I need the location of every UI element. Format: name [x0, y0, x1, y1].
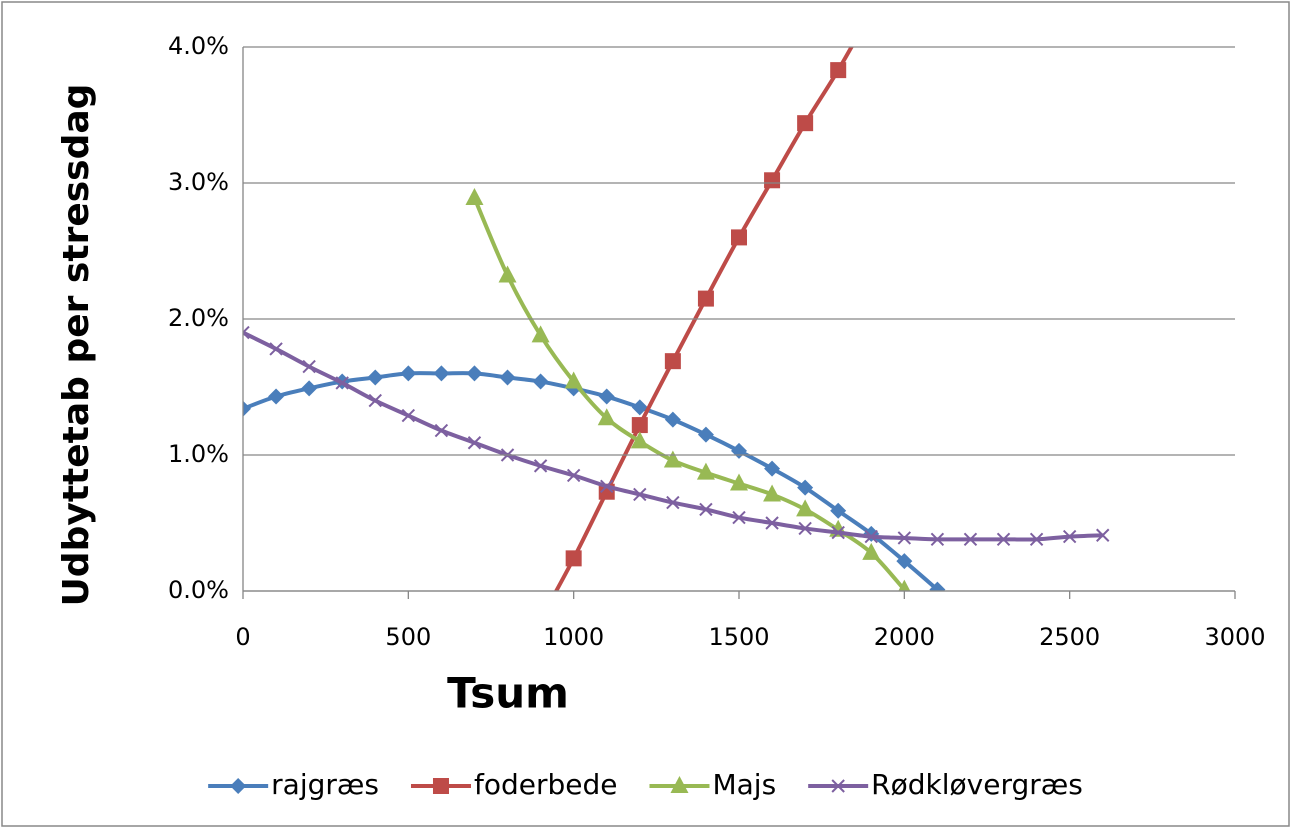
marker [1029, 532, 1044, 547]
marker [732, 510, 746, 525]
marker [666, 495, 680, 510]
x-axis-title: Tsum [447, 669, 569, 718]
marker [896, 553, 913, 570]
marker [630, 431, 649, 449]
marker [564, 371, 583, 389]
marker [631, 399, 648, 416]
marker [243, 400, 251, 417]
marker [400, 365, 417, 382]
marker [664, 411, 681, 428]
marker [633, 487, 647, 502]
marker [831, 525, 845, 540]
marker [897, 531, 912, 545]
y-tick-label: 2.0% [168, 304, 229, 332]
marker [898, 579, 911, 591]
y-tick-label: 4.0% [168, 32, 229, 60]
marker [831, 779, 845, 793]
marker [465, 187, 484, 205]
marker [565, 550, 582, 567]
marker [499, 369, 516, 386]
marker [598, 388, 615, 405]
marker [600, 479, 614, 493]
marker [243, 325, 250, 340]
marker [566, 468, 581, 483]
marker [963, 532, 978, 547]
marker [798, 521, 812, 536]
marker [830, 502, 847, 519]
marker [368, 393, 382, 408]
marker [731, 229, 747, 246]
marker [631, 417, 648, 434]
marker [269, 342, 283, 356]
marker [763, 484, 782, 502]
marker [432, 778, 449, 794]
marker [302, 359, 316, 374]
marker [1062, 529, 1077, 544]
marker [467, 436, 482, 450]
marker [664, 353, 681, 370]
marker [498, 265, 517, 283]
x-tick-label: 3000 [1204, 623, 1265, 651]
marker [796, 499, 815, 517]
marker [531, 325, 550, 343]
marker [1096, 528, 1110, 542]
plot-area [243, 47, 1110, 591]
marker [670, 776, 689, 793]
marker [597, 408, 616, 426]
legend-label: Rødkløvergræs [871, 768, 1083, 801]
marker [862, 542, 881, 560]
series-line [243, 371, 939, 591]
x-tick-label: 2500 [1039, 623, 1100, 651]
marker [434, 423, 449, 438]
y-axis-title: Udbyttetab per stressdag [56, 84, 97, 607]
marker [433, 365, 450, 382]
marker [335, 376, 349, 390]
marker [764, 460, 781, 477]
legend-label: foderbede [474, 768, 618, 801]
marker [532, 373, 549, 390]
y-tick-label: 0.0% [168, 576, 229, 604]
marker [930, 532, 945, 547]
legend-label: Majs [712, 768, 776, 801]
marker [929, 581, 946, 591]
legend-label: rajgræs [271, 768, 379, 801]
marker [864, 529, 878, 544]
marker [663, 450, 682, 468]
marker [764, 172, 781, 189]
x-tick-label: 1500 [708, 623, 769, 651]
y-tick-label: 1.0% [168, 440, 229, 468]
marker [996, 532, 1011, 547]
y-tick-label: 3.0% [168, 168, 229, 196]
x-tick-label: 2000 [874, 623, 935, 651]
x-tick-label: 500 [385, 623, 431, 651]
marker [696, 462, 715, 480]
marker [367, 369, 384, 386]
marker [230, 778, 247, 794]
marker [697, 290, 714, 307]
marker [401, 408, 416, 423]
marker [797, 115, 814, 132]
marker [830, 62, 847, 79]
marker [765, 516, 779, 530]
marker [697, 426, 714, 443]
legend-item: foderbede [410, 768, 618, 801]
marker [466, 365, 483, 382]
marker [533, 459, 548, 473]
legend-item: Rødkløvergræs [808, 768, 1083, 801]
marker [699, 502, 713, 517]
marker [797, 479, 814, 496]
legend-item: rajgræs [208, 768, 379, 801]
marker [301, 380, 318, 397]
x-tick-label: 0 [235, 623, 250, 651]
marker [268, 388, 285, 405]
x-tick-label: 1000 [543, 623, 604, 651]
legend-item: Majs [649, 768, 776, 801]
marker [730, 473, 748, 491]
